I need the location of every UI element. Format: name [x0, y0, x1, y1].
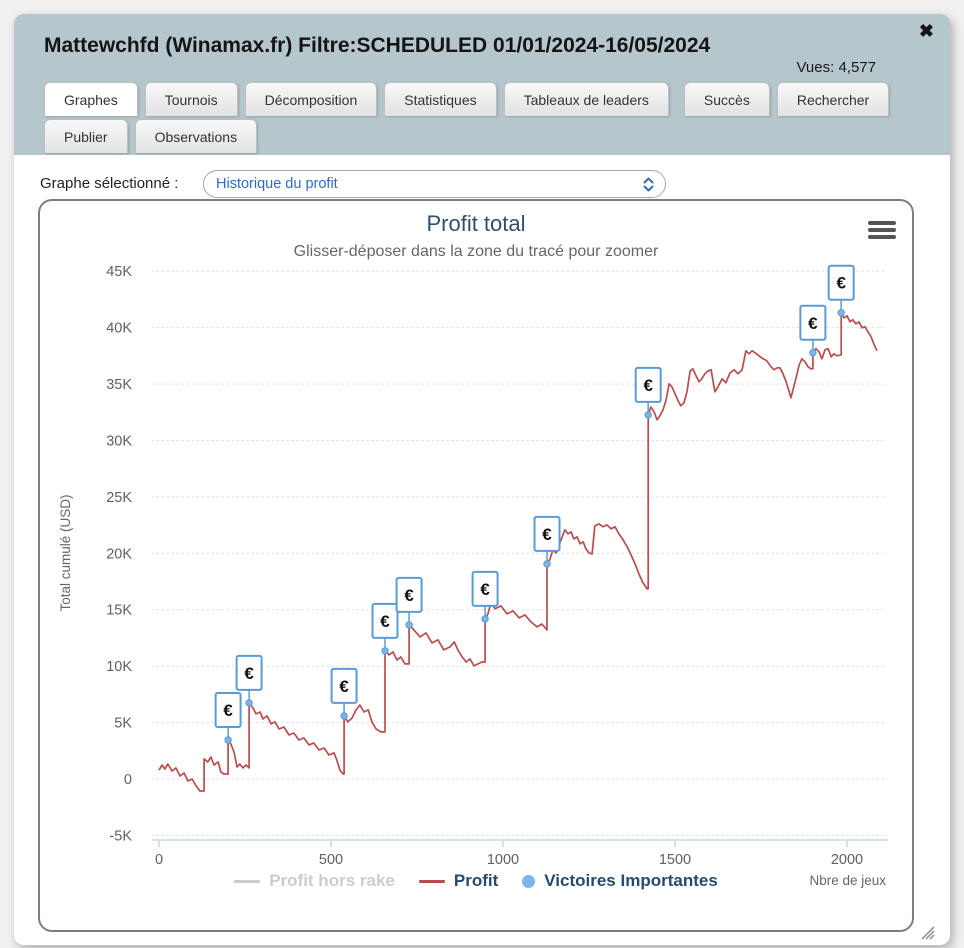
dialog-title: Mattewchfd (Winamax.fr) Filtre:SCHEDULED…	[44, 34, 711, 57]
chart-panel: Profit total Glisser-déposer dans la zon…	[38, 199, 914, 932]
svg-text:€: €	[542, 525, 552, 544]
views-count: Vues: 4,577	[796, 59, 876, 76]
x-axis-title: Nbre de jeux	[807, 873, 886, 888]
svg-text:€: €	[836, 274, 846, 293]
svg-text:€: €	[244, 664, 254, 683]
svg-text:Total cumulé (USD): Total cumulé (USD)	[58, 494, 73, 611]
svg-text:40K: 40K	[106, 321, 132, 337]
tab-bar: Graphes Tournois Décomposition Statistiques…	[44, 82, 930, 156]
svg-text:€: €	[223, 701, 233, 720]
graph-select-value: Historique du profit	[216, 176, 338, 192]
chart-title: Profit total	[426, 211, 526, 236]
svg-text:1000: 1000	[487, 852, 519, 868]
close-icon[interactable]: ✖	[918, 21, 934, 41]
svg-text:2000: 2000	[831, 852, 863, 868]
svg-text:-5K: -5K	[109, 828, 132, 844]
tab-publier[interactable]: Publier	[44, 119, 128, 153]
svg-text:0: 0	[124, 772, 132, 788]
svg-text:€: €	[339, 677, 349, 696]
svg-text:15K: 15K	[106, 603, 132, 619]
legend-label: Victoires Importantes	[544, 871, 718, 890]
legend-label: Profit hors rake	[269, 871, 395, 890]
svg-text:1500: 1500	[659, 852, 691, 868]
content-area: Graphe sélectionné : Historique du profi…	[14, 155, 950, 945]
svg-text:25K: 25K	[106, 490, 132, 506]
graph-select-dropdown[interactable]: Historique du profit	[203, 170, 666, 198]
svg-text:€: €	[808, 314, 818, 333]
chart-subtitle: Glisser-déposer dans la zone du tracé po…	[293, 243, 659, 260]
select-chevrons-icon	[643, 177, 654, 191]
svg-text:30K: 30K	[106, 434, 132, 450]
svg-text:35K: 35K	[106, 377, 132, 393]
legend-label: Profit	[453, 871, 499, 890]
svg-text:€: €	[380, 612, 390, 631]
svg-text:5K: 5K	[114, 716, 132, 732]
svg-text:0: 0	[155, 852, 163, 868]
tab-statistiques[interactable]: Statistiques	[384, 82, 497, 116]
legend-item-profit-hors-rake[interactable]: Profit hors rake	[234, 871, 395, 891]
legend-item-victoires-importantes[interactable]: Victoires Importantes	[522, 871, 718, 891]
svg-text:45K: 45K	[106, 264, 132, 280]
tab-d-composition[interactable]: Décomposition	[244, 82, 378, 116]
tab-tournois[interactable]: Tournois	[144, 82, 238, 116]
svg-text:€: €	[643, 376, 653, 395]
tab-succ-s[interactable]: Succès	[683, 82, 770, 116]
graph-select-label: Graphe sélectionné :	[40, 175, 179, 192]
svg-text:€: €	[480, 580, 490, 599]
svg-text:20K: 20K	[106, 546, 132, 562]
svg-text:10K: 10K	[106, 659, 132, 675]
legend-dash-icon	[234, 879, 261, 883]
svg-text:500: 500	[319, 852, 343, 868]
chart-legend: Profit hors rake Profit Victoires Importan…	[40, 871, 912, 891]
player-stats-dialog: ✖ Mattewchfd (Winamax.fr) Filtre:SCHEDUL…	[14, 14, 950, 945]
tab-rechercher[interactable]: Rechercher	[776, 82, 890, 116]
legend-dash-icon	[418, 879, 445, 883]
profit-chart-plot[interactable]: 45K 40K 35K 30K 25K 20K 15K 10K 5K 0 -5K 0 500 1000 15…	[40, 201, 912, 901]
legend-item-profit[interactable]: Profit	[418, 871, 499, 891]
chart-menu-icon[interactable]	[868, 221, 896, 242]
svg-text:€: €	[404, 586, 414, 605]
legend-circle-icon	[522, 874, 536, 888]
tab-observations[interactable]: Observations	[134, 119, 258, 153]
tab-graphes[interactable]: Graphes	[44, 82, 138, 116]
resize-grip-icon[interactable]	[918, 925, 936, 941]
tab-tableaux-de-leaders[interactable]: Tableaux de leaders	[503, 82, 669, 116]
